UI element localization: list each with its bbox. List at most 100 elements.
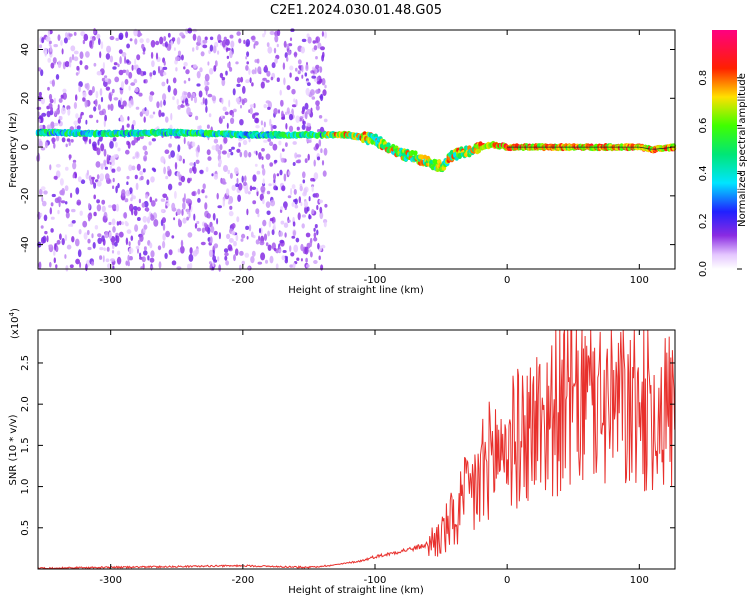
spectrogram-noise-cell	[226, 55, 230, 60]
spectrogram-ridge-line	[507, 146, 672, 150]
spectrogram-noise-cell	[127, 116, 130, 121]
spectrogram-noise-cell	[112, 244, 115, 250]
spectrogram-noise-cell	[236, 83, 241, 87]
spectrogram-noise-cell	[189, 162, 194, 166]
spectrogram-noise-cell	[202, 39, 208, 44]
spectrogram-noise-cell	[96, 70, 102, 76]
spectrogram-noise-cell	[131, 165, 136, 171]
spectrogram-noise-cell	[128, 241, 131, 247]
spectrogram-y-ticks: -40 -20 0 20 40	[20, 43, 675, 253]
spectrogram-noise-cell	[274, 159, 278, 163]
spectrogram-noise-cell	[320, 46, 325, 51]
spectrogram-noise-cell	[158, 109, 162, 118]
spectrogram-noise-cell	[313, 159, 316, 167]
spectrogram-noise-cell	[122, 100, 127, 107]
spectrogram-noise-cell	[213, 259, 218, 263]
spectrogram-noise-cell	[180, 175, 186, 183]
spectrogram-noise-cell	[279, 89, 282, 96]
spectrogram-noise-cell	[167, 85, 171, 93]
spectrogram-noise-cell	[155, 40, 160, 46]
spectrogram-noise-cell	[311, 66, 316, 71]
spectrogram-noise-cell	[301, 214, 306, 218]
snr-x-tick-label: 0	[504, 575, 510, 586]
spectrogram-noise-cell	[296, 126, 300, 131]
snr-x-tick-label: -300	[99, 575, 122, 586]
spectrogram-noise-cell	[209, 36, 214, 41]
spectrogram-noise-cell	[112, 137, 117, 142]
spectrogram-noise-cell	[143, 71, 147, 76]
spectrogram-noise-cell	[221, 150, 227, 155]
spectrogram-noise-cell	[216, 192, 219, 200]
spectrogram-noise-cell	[324, 31, 327, 39]
spectrogram-noise-cell	[230, 40, 235, 49]
spectrogram-noise-cell	[201, 227, 205, 233]
spectrogram-noise-cell	[46, 124, 52, 130]
spectrogram-noise-cell	[118, 32, 124, 40]
spectrogram-noise-cell	[303, 200, 308, 208]
spectrogram-noise-cell	[50, 228, 54, 233]
spectrogram-noise-cell	[64, 234, 68, 242]
spectrogram-noise-cell	[293, 98, 296, 103]
spectrogram-noise-cell	[176, 98, 179, 106]
spectrogram-noise-cell	[144, 150, 148, 156]
spectrogram-noise-cell	[246, 183, 249, 191]
spectrogram-noise-cell	[63, 37, 68, 44]
spectrogram-noise-cell	[320, 244, 326, 249]
spectrogram-noise-cell	[153, 219, 159, 227]
spectrogram-noise-cell	[73, 120, 79, 126]
spectrogram-noise-cell	[164, 149, 170, 154]
spectrogram-noise-cell	[306, 122, 311, 127]
spectrogram-noise-cell	[307, 139, 312, 143]
spectrogram-noise-cell	[113, 154, 119, 158]
spectrogram-noise-cell	[311, 208, 315, 215]
spectrogram-noise-cell	[313, 45, 318, 51]
spectrogram-noise-cell	[134, 151, 140, 159]
spectrogram-noise-cell	[99, 247, 104, 251]
spectrogram-noise-cell	[125, 69, 130, 76]
spectrogram-noise-cell	[109, 141, 114, 149]
spectrogram-noise-cell	[68, 33, 73, 37]
snr-y-tick-label: 2.5	[20, 355, 31, 371]
snr-y-label: SNR (10 * v/v)	[8, 414, 19, 485]
spectrogram-noise-cell	[113, 62, 118, 66]
spectrogram-noise-cell	[48, 40, 52, 45]
spectrogram-noise-cell	[204, 98, 208, 106]
colorbar-tick-label: 0.2	[698, 213, 709, 229]
spectrogram-noise-cell	[281, 255, 286, 261]
spectrogram-noise-cell	[78, 85, 81, 93]
spectrogram-noise-cell	[224, 255, 228, 261]
spectrogram-noise-cell	[42, 235, 47, 244]
spectrogram-noise-cell	[293, 244, 299, 253]
spectrogram-noise-cell	[193, 213, 196, 221]
spectrogram-noise-cell	[47, 57, 51, 63]
spectrogram-noise-cell	[80, 179, 86, 184]
spectrogram-noise-cell	[187, 232, 193, 238]
spectrogram-noise-cell	[64, 185, 69, 192]
spectrogram-noise-cell	[162, 66, 168, 70]
spectrogram-noise-cell	[145, 206, 149, 213]
spectrogram-noise-cell	[99, 88, 103, 96]
spectrogram-noise-cell	[129, 256, 133, 261]
spectrogram-noise-cell	[319, 66, 323, 73]
spectrogram-noise-cell	[243, 150, 248, 158]
spectrogram-noise-cell	[198, 125, 202, 130]
spectrogram-noise-cell	[110, 103, 114, 112]
spectrogram-noise-cell	[275, 263, 279, 270]
spectrogram-noise-cell	[91, 261, 95, 266]
spectrogram-noise-cell	[200, 51, 205, 57]
snr-y-tick-label: 2.0	[20, 396, 31, 412]
spectrogram-noise-cell	[123, 212, 128, 219]
spectrogram-noise-cell	[290, 187, 293, 196]
spectrogram-noise-cell	[269, 162, 274, 167]
spectrogram-noise-cell	[281, 148, 285, 152]
spectrogram-noise-cell	[254, 67, 257, 75]
spectrogram-noise-cell	[238, 142, 242, 148]
spectrogram-noise-cell	[204, 36, 208, 41]
spectrogram-noise-cell	[111, 218, 116, 226]
spectrogram-noise-cell	[141, 256, 146, 263]
spectrogram-noise-cell	[302, 120, 306, 125]
spectrogram-noise-cell	[268, 220, 272, 228]
spectrogram-noise-cell	[300, 258, 303, 262]
spectrogram-noise-cell	[56, 239, 61, 245]
spectrogram-noise-cell	[241, 99, 245, 106]
